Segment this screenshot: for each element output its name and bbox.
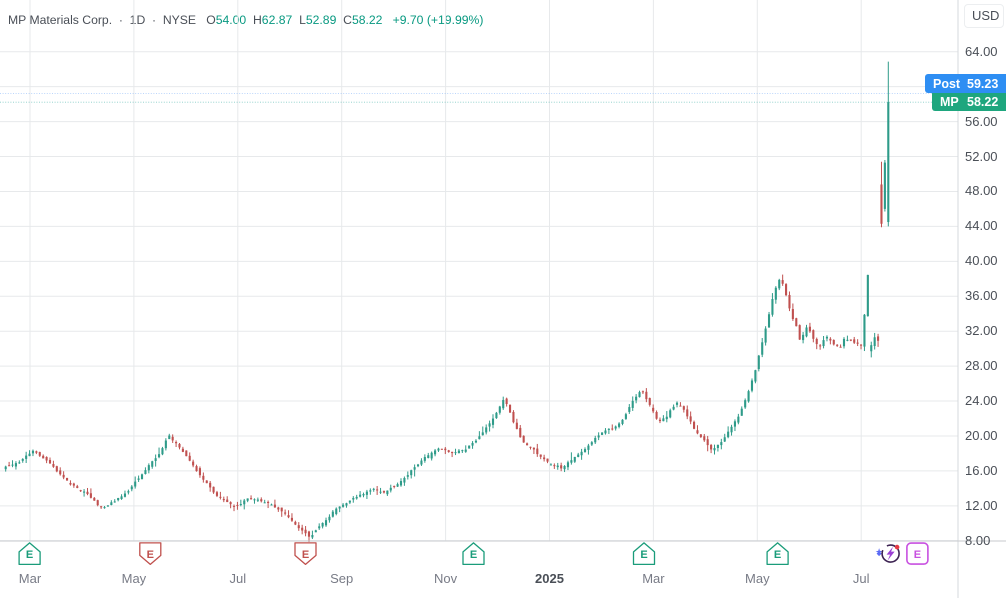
svg-text:E: E bbox=[302, 549, 309, 561]
svg-text:E: E bbox=[147, 549, 154, 561]
svg-text:E: E bbox=[774, 549, 781, 561]
svg-text:E: E bbox=[26, 549, 33, 561]
svg-text:E: E bbox=[470, 549, 477, 561]
svg-text:E: E bbox=[914, 549, 921, 561]
svg-text:E: E bbox=[640, 549, 647, 561]
